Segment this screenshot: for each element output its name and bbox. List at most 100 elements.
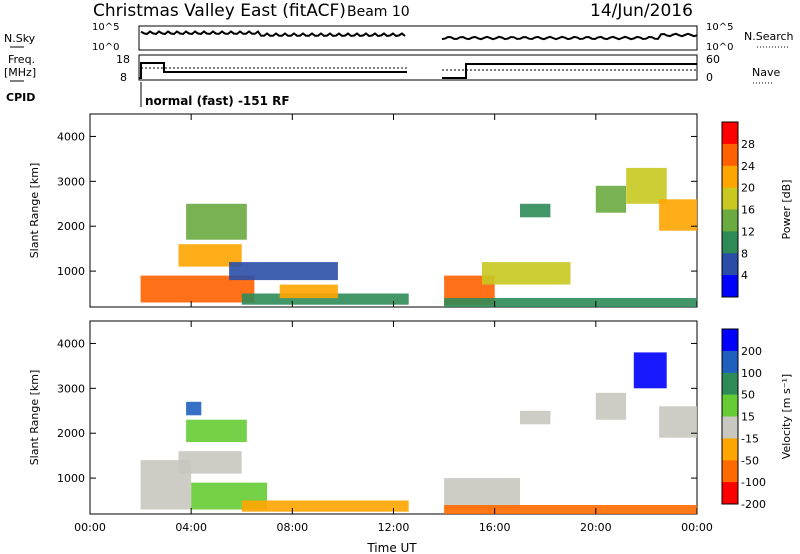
scatter-region	[186, 203, 247, 240]
scatter-region	[229, 262, 338, 281]
x-axis-label: Time UT	[366, 541, 417, 554]
colorbar-tick-label: 50	[741, 389, 755, 402]
power-panel: 1000 2000 3000 4000 Slant Range [km] 4 8 12 16 20…	[28, 113, 793, 308]
scatter-region	[444, 298, 697, 307]
figure-title: Christmas Valley East (fitACF)	[93, 1, 346, 21]
colorbar-segment	[722, 394, 738, 417]
colorbar-frame	[721, 328, 739, 505]
y-axis-label: Slant Range [km]	[28, 163, 41, 259]
colorbar-tick-label: 28	[741, 138, 755, 151]
scatter-region	[186, 419, 247, 443]
freq-tick-top: 18	[116, 53, 130, 66]
x-tick-label: 04:00	[175, 521, 207, 534]
colorbar-segment	[722, 165, 738, 189]
y-axis-label: Slant Range [km]	[28, 370, 41, 466]
y-tick-label: 4000	[57, 130, 85, 143]
scatter-region	[626, 167, 667, 204]
scatter-region	[633, 352, 667, 389]
velocity-panel: 1000 2000 3000 4000 00:00 04:00 08:00 12:00 16:0…	[28, 320, 793, 534]
colorbar-segment	[722, 209, 738, 232]
colorbar-tick-label: 8	[741, 247, 748, 260]
colorbar-segment	[722, 438, 738, 461]
colorbar-tick-label: 20	[741, 182, 755, 195]
colorbar-segment	[722, 187, 738, 210]
colorbar-segment	[722, 275, 738, 298]
date-label: 14/Jun/2016	[590, 1, 693, 21]
nsky-tick-top: 10^5	[92, 22, 119, 33]
cpid-value: normal (fast) -151 RF	[145, 94, 290, 108]
y-tick-label: 3000	[57, 175, 85, 188]
scatter-region	[241, 293, 409, 305]
nave-tick-bottom: 0	[706, 71, 713, 84]
freq-unit: [MHz]	[4, 66, 36, 79]
colorbar-segment	[722, 253, 738, 276]
y-tick-label: 2000	[57, 427, 85, 440]
nsky-label: N.Sky	[4, 32, 36, 45]
x-tick-label: 20:00	[580, 521, 612, 534]
cpid-label: CPID	[6, 91, 35, 104]
colorbar-tick-label: 200	[741, 345, 762, 358]
colorbar-tick-label: -200	[741, 498, 766, 511]
colorbar-tick-label: 24	[741, 160, 755, 173]
colorbar-tick-label: -15	[741, 432, 759, 445]
x-tick-label: 12:00	[378, 521, 410, 534]
colorbar-tick-label: -50	[741, 454, 759, 467]
y-tick-label: 3000	[57, 382, 85, 395]
colorbar-frame	[721, 121, 739, 298]
colorbar-tick-label: -100	[741, 476, 766, 489]
freq-tick-bottom: 8	[120, 71, 127, 84]
colorbar-tick-label: 12	[741, 225, 755, 238]
colorbar-tick-label: 16	[741, 204, 755, 217]
nave-tick-top: 60	[706, 53, 720, 66]
nsearch-label: N.Search	[744, 30, 794, 43]
scatter-region	[482, 262, 571, 285]
x-tick-label: 08:00	[276, 521, 308, 534]
scatter-region	[659, 199, 697, 231]
nsearch-tick-top: 10^5	[706, 22, 733, 33]
colorbar-segment	[722, 231, 738, 254]
x-tick-label: 16:00	[479, 521, 511, 534]
freq-label: Freq.	[8, 53, 35, 66]
scatter-region	[444, 505, 697, 514]
colorbar-segment	[722, 122, 738, 145]
colorbar-segment	[722, 329, 738, 352]
scatter-region	[595, 392, 627, 420]
nave-label: Nave	[752, 66, 780, 79]
colorbar-tick-label: 100	[741, 367, 762, 380]
x-tick-label: 00:00	[681, 521, 713, 534]
nsky-tick-bottom: 10^0	[92, 42, 119, 53]
colorbar-segment	[722, 372, 738, 396]
colorbar-segment	[722, 482, 738, 505]
y-tick-label: 1000	[57, 265, 85, 278]
scatter-region	[178, 451, 242, 474]
y-tick-label: 4000	[57, 337, 85, 350]
scatter-region	[659, 406, 697, 438]
freq-series	[139, 62, 407, 79]
colorbar-segment	[722, 350, 738, 374]
scatter-region	[279, 284, 338, 299]
beam-label: Beam 10	[347, 4, 410, 20]
colorbar-label: Velocity [m s⁻¹]	[780, 374, 793, 459]
scatter-region	[520, 203, 551, 218]
nsearch-tick-bottom: 10^0	[706, 42, 733, 53]
nsky-series-2	[441, 32, 698, 41]
colorbar-tick-label: 15	[741, 411, 755, 424]
colorbar-segment	[722, 460, 738, 483]
colorbar-tick-label: 4	[741, 269, 748, 282]
colorbar-label: Power [dB]	[780, 180, 793, 240]
scatter-region	[595, 185, 627, 213]
nsky-series	[140, 30, 406, 38]
x-tick-label: 00:00	[74, 521, 106, 534]
scatter-region	[178, 244, 242, 267]
nsky-panel-frame	[138, 25, 698, 51]
freq-panel-frame	[138, 54, 698, 81]
y-tick-label: 2000	[57, 220, 85, 233]
scatter-region	[520, 410, 551, 425]
colorbar-segment	[722, 416, 738, 439]
scatter-region	[241, 500, 409, 512]
scatter-region	[186, 401, 202, 416]
colorbar-segment	[722, 143, 738, 167]
freq-series-2	[442, 63, 697, 79]
y-tick-label: 1000	[57, 472, 85, 485]
